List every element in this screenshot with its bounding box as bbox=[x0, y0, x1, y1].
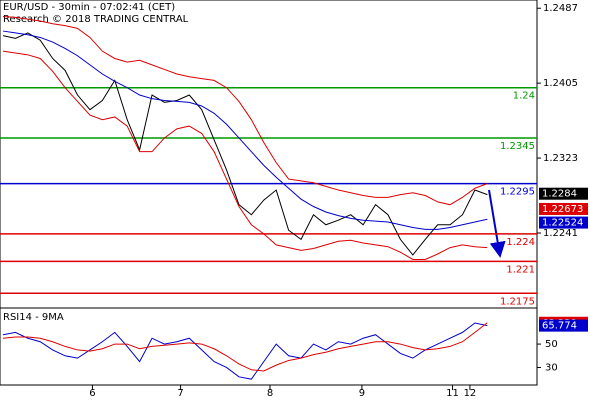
series-line bbox=[2, 15, 488, 206]
series-line bbox=[2, 32, 488, 256]
x-tick-label: 7 bbox=[177, 388, 183, 399]
forecast-arrow bbox=[488, 189, 506, 258]
series-line bbox=[2, 30, 488, 230]
level-label: 1.2345 bbox=[500, 141, 535, 152]
y-tick-label: 1.2323 bbox=[543, 153, 578, 164]
y-tick-label: 1.2405 bbox=[543, 78, 578, 89]
price-tag-label: 1.22673 bbox=[542, 204, 583, 215]
price-tag-label: 1.2284 bbox=[542, 189, 577, 200]
price-tag-label: 1.22524 bbox=[542, 218, 583, 229]
level-label: 1.224 bbox=[506, 237, 535, 248]
y-tick-label: 30 bbox=[545, 362, 558, 373]
x-tick-label: 8 bbox=[267, 388, 273, 399]
price-tag bbox=[539, 216, 588, 229]
x-tick-label: 12 bbox=[464, 388, 477, 399]
level-label: 1.221 bbox=[506, 264, 535, 275]
chart-subtitle: Research © 2018 TRADING CENTRAL bbox=[3, 14, 189, 25]
y-tick-label: 1.2487 bbox=[543, 3, 578, 14]
price-tag bbox=[539, 319, 588, 332]
level-label: 1.2175 bbox=[500, 296, 535, 307]
level-label: 1.2295 bbox=[500, 187, 535, 198]
y-tick-label: 50 bbox=[545, 339, 558, 350]
series-line bbox=[2, 50, 488, 260]
x-tick-label: 11 bbox=[446, 388, 459, 399]
price-tag-label: 65.774 bbox=[542, 321, 577, 332]
x-tick-label: 6 bbox=[89, 388, 95, 399]
x-tick-label: 9 bbox=[359, 388, 365, 399]
level-label: 1.24 bbox=[513, 91, 535, 102]
series-line bbox=[2, 322, 488, 380]
y-tick-label: 1.2241 bbox=[543, 228, 578, 239]
rsi-title: RSI14 - 9MA bbox=[3, 312, 64, 323]
chart-title: EUR/USD - 30min - 07:02:41 (CET) bbox=[3, 2, 175, 13]
price-tag bbox=[539, 202, 588, 215]
series-line bbox=[2, 322, 488, 372]
price-tag bbox=[539, 187, 588, 200]
